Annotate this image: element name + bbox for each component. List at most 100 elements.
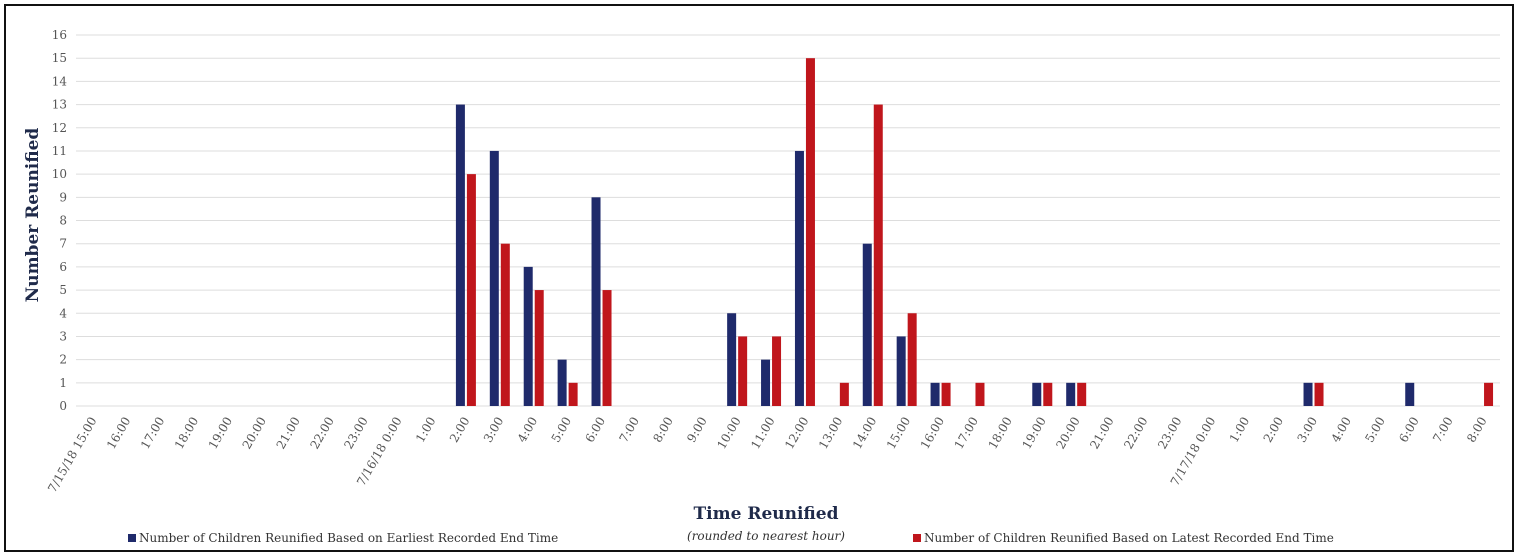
bar-earliest bbox=[489, 150, 499, 406]
y-tick-label: 6 bbox=[59, 260, 67, 274]
x-tick-label: 4:00 bbox=[1328, 415, 1354, 445]
bar-earliest bbox=[591, 197, 601, 406]
x-tick-label: 1:00 bbox=[1227, 415, 1253, 445]
x-tick-label: 16:00 bbox=[104, 415, 133, 452]
x-tick-label: 22:00 bbox=[307, 415, 336, 452]
y-tick-label: 14 bbox=[52, 74, 68, 88]
y-tick-label: 2 bbox=[59, 353, 67, 367]
y-tick-label: 7 bbox=[59, 237, 67, 251]
bar-latest bbox=[1484, 382, 1494, 406]
x-tick-label: 11:00 bbox=[748, 415, 777, 452]
bar-earliest bbox=[1405, 382, 1415, 406]
bar-earliest bbox=[727, 313, 737, 406]
bar-latest bbox=[1077, 382, 1087, 406]
gridlines bbox=[76, 34, 1500, 407]
bar-latest bbox=[568, 382, 578, 406]
x-tick-label: 7:00 bbox=[1430, 415, 1456, 445]
bar-latest bbox=[602, 290, 612, 406]
x-tick-label: 2:00 bbox=[447, 415, 473, 445]
bar-earliest bbox=[761, 359, 771, 406]
bar-latest bbox=[1314, 382, 1324, 406]
x-tick-label: 5:00 bbox=[549, 415, 575, 445]
x-axis-ticks: 7/15/18 15:00 16:00 17:00 18:00 19:00 20:00 21… bbox=[45, 415, 1490, 495]
bar-latest bbox=[500, 243, 510, 406]
bar-earliest bbox=[557, 359, 567, 406]
x-tick-label: 18:00 bbox=[172, 415, 201, 452]
legend-swatch-earliest bbox=[128, 534, 136, 542]
x-tick-label: 10:00 bbox=[714, 415, 743, 452]
bar-earliest bbox=[523, 266, 533, 406]
y-tick-label: 13 bbox=[52, 98, 67, 112]
bar-latest bbox=[975, 382, 985, 406]
legend-label-earliest: Number of Children Reunified Based on Ea… bbox=[139, 531, 558, 545]
x-tick-label: 20:00 bbox=[240, 415, 269, 452]
x-tick-label: 3:00 bbox=[481, 415, 507, 445]
bar-latest bbox=[839, 382, 849, 406]
legend-swatch-latest bbox=[913, 534, 921, 542]
y-tick-label: 15 bbox=[52, 51, 67, 65]
bar-earliest bbox=[1032, 382, 1042, 406]
bar-latest bbox=[907, 313, 917, 406]
x-tick-label: 21:00 bbox=[274, 415, 303, 452]
y-tick-label: 3 bbox=[59, 329, 67, 343]
x-tick-label: 22:00 bbox=[1121, 415, 1150, 452]
x-tick-label: 23:00 bbox=[1155, 415, 1184, 452]
x-tick-label: 14:00 bbox=[850, 415, 879, 452]
bar-earliest bbox=[1066, 382, 1076, 406]
x-tick-label: 8:00 bbox=[650, 415, 676, 445]
y-tick-label: 16 bbox=[52, 28, 67, 42]
x-tick-label: 1:00 bbox=[413, 415, 439, 445]
x-tick-label: 6:00 bbox=[583, 415, 609, 445]
bar-latest bbox=[941, 382, 951, 406]
bar-latest bbox=[466, 174, 476, 406]
y-tick-label: 4 bbox=[59, 306, 67, 320]
x-tick-label: 19:00 bbox=[206, 415, 235, 452]
y-tick-label: 5 bbox=[59, 283, 67, 297]
x-tick-label: 7:00 bbox=[616, 415, 642, 445]
y-tick-label: 12 bbox=[52, 121, 67, 135]
x-tick-label: 2:00 bbox=[1261, 415, 1287, 445]
y-tick-label: 1 bbox=[59, 376, 67, 390]
bars bbox=[455, 58, 1494, 406]
legend-label-latest: Number of Children Reunified Based on La… bbox=[924, 531, 1334, 545]
bar-latest bbox=[805, 58, 815, 406]
x-tick-label: 4:00 bbox=[515, 415, 541, 445]
x-tick-label: 17:00 bbox=[138, 415, 167, 452]
x-tick-label: 18:00 bbox=[986, 415, 1015, 452]
bar-earliest bbox=[794, 150, 804, 406]
y-tick-label: 10 bbox=[52, 167, 67, 181]
x-tick-label: 13:00 bbox=[816, 415, 845, 452]
x-tick-label: 6:00 bbox=[1396, 415, 1422, 445]
y-axis-label: Number Reunified bbox=[23, 128, 43, 303]
y-tick-label: 9 bbox=[59, 190, 67, 204]
chart-frame bbox=[4, 4, 1514, 552]
bar-latest bbox=[1043, 382, 1053, 406]
bar-latest bbox=[873, 104, 883, 406]
x-axis-label: Time Reunified bbox=[693, 504, 838, 524]
x-tick-label: 3:00 bbox=[1295, 415, 1321, 445]
bar-earliest bbox=[896, 336, 906, 406]
bar-earliest bbox=[930, 382, 940, 406]
y-tick-label: 0 bbox=[59, 399, 67, 413]
x-tick-label: 12:00 bbox=[782, 415, 811, 452]
x-tick-label: 23:00 bbox=[341, 415, 370, 452]
bar-latest bbox=[738, 336, 748, 406]
bar-earliest bbox=[1303, 382, 1313, 406]
x-tick-label: 16:00 bbox=[918, 415, 947, 452]
x-tick-label: 21:00 bbox=[1087, 415, 1116, 452]
bar-earliest bbox=[862, 243, 872, 406]
y-tick-label: 8 bbox=[59, 214, 67, 228]
bar-earliest bbox=[455, 104, 465, 406]
x-tick-label: 15:00 bbox=[884, 415, 913, 452]
bar-latest bbox=[772, 336, 782, 406]
x-tick-label: 19:00 bbox=[1019, 415, 1048, 452]
x-tick-label: 8:00 bbox=[1464, 415, 1490, 445]
y-tick-label: 11 bbox=[52, 144, 67, 158]
bar-latest bbox=[534, 290, 544, 406]
x-tick-label: 9:00 bbox=[684, 415, 710, 445]
x-tick-label: 5:00 bbox=[1362, 415, 1388, 445]
x-tick-label: 20:00 bbox=[1053, 415, 1082, 452]
legend: Number of Children Reunified Based on Ea… bbox=[128, 531, 1334, 545]
